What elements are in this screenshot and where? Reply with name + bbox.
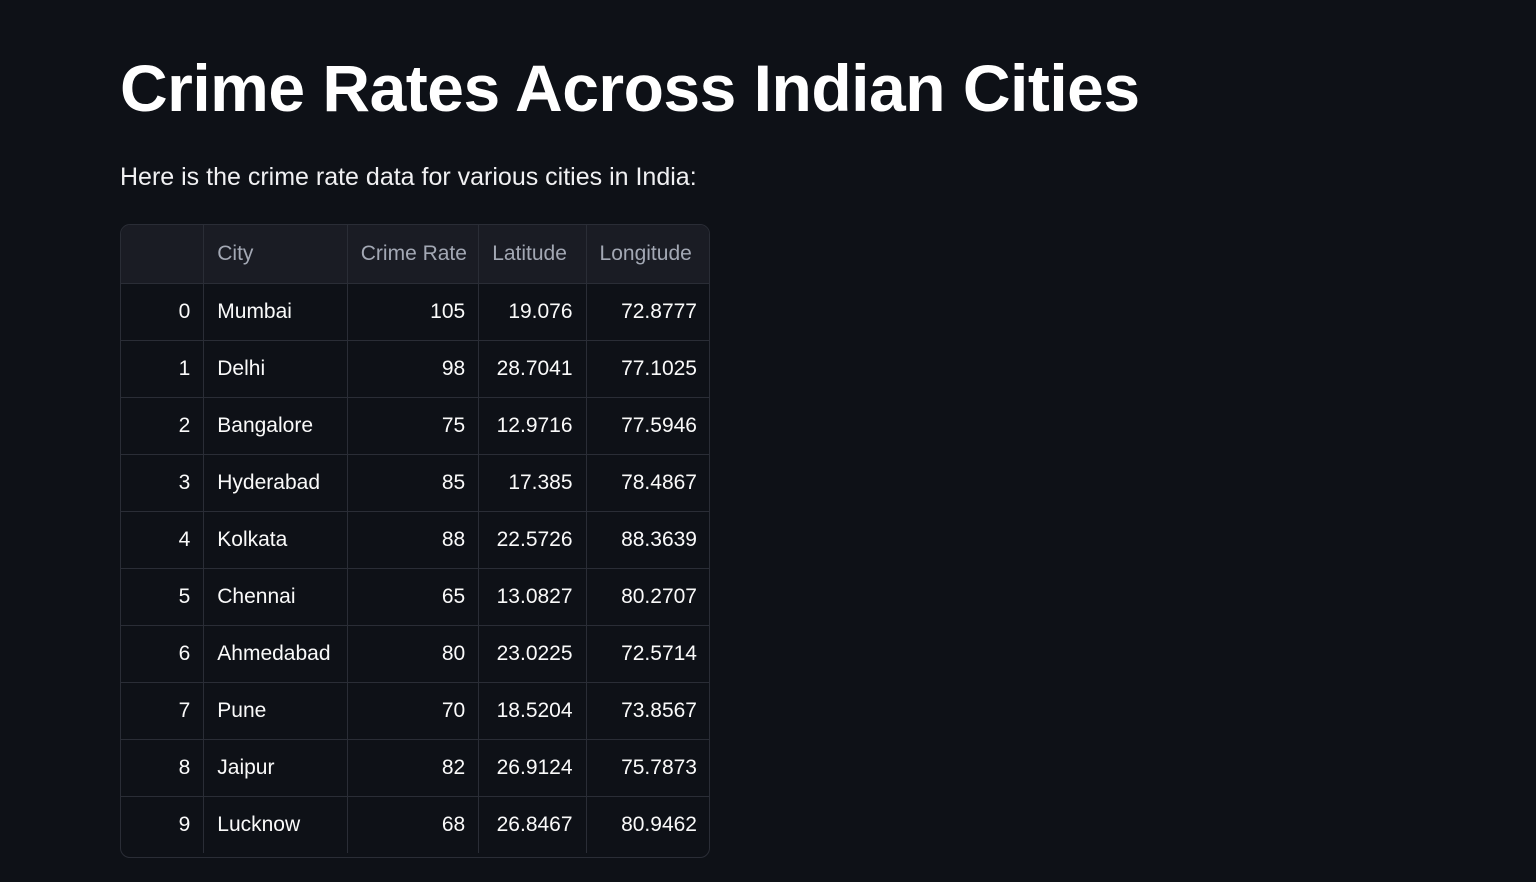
latitude-cell[interactable]: 17.385 xyxy=(478,454,587,512)
city-cell[interactable]: Pune xyxy=(203,682,348,740)
city-cell[interactable]: Jaipur xyxy=(203,739,348,797)
latitude-cell[interactable]: 18.5204 xyxy=(478,682,587,740)
crime-rate-cell[interactable]: 75 xyxy=(347,397,480,455)
header-row: City Crime Rate Latitude Longitude xyxy=(121,225,709,284)
table-row: 4 Kolkata 88 22.5726 88.3639 xyxy=(121,511,709,569)
latitude-cell[interactable]: 22.5726 xyxy=(478,511,587,569)
crime-rate-cell[interactable]: 65 xyxy=(347,568,480,626)
latitude-cell[interactable]: 12.9716 xyxy=(478,397,587,455)
latitude-cell[interactable]: 26.9124 xyxy=(478,739,587,797)
table-row: 9 Lucknow 68 26.8467 80.9462 xyxy=(121,796,709,853)
longitude-cell[interactable]: 75.7873 xyxy=(586,739,709,797)
city-cell[interactable]: Delhi xyxy=(203,340,348,398)
crime-rate-cell[interactable]: 80 xyxy=(347,625,480,683)
longitude-cell[interactable]: 77.1025 xyxy=(586,340,709,398)
table-row: 7 Pune 70 18.5204 73.8567 xyxy=(121,682,709,740)
city-cell[interactable]: Lucknow xyxy=(203,796,348,853)
latitude-cell[interactable]: 19.076 xyxy=(478,283,587,341)
city-cell[interactable]: Bangalore xyxy=(203,397,348,455)
crime-rate-cell[interactable]: 68 xyxy=(347,796,480,853)
table-row: 6 Ahmedabad 80 23.0225 72.5714 xyxy=(121,625,709,683)
crime-rate-cell[interactable]: 70 xyxy=(347,682,480,740)
table-row: 8 Jaipur 82 26.9124 75.7873 xyxy=(121,739,709,797)
column-header-city[interactable]: City xyxy=(203,225,348,284)
row-index[interactable]: 5 xyxy=(121,568,205,626)
crime-rate-cell[interactable]: 98 xyxy=(347,340,480,398)
longitude-cell[interactable]: 88.3639 xyxy=(586,511,709,569)
crime-rate-cell[interactable]: 85 xyxy=(347,454,480,512)
longitude-cell[interactable]: 80.2707 xyxy=(586,568,709,626)
city-cell[interactable]: Mumbai xyxy=(203,283,348,341)
column-header-index[interactable] xyxy=(121,225,205,284)
data-table: City Crime Rate Latitude Longitude 0 Mum… xyxy=(121,225,709,853)
table-row: 5 Chennai 65 13.0827 80.2707 xyxy=(121,568,709,626)
row-index[interactable]: 9 xyxy=(121,796,205,853)
row-index[interactable]: 3 xyxy=(121,454,205,512)
latitude-cell[interactable]: 28.7041 xyxy=(478,340,587,398)
table-row: 1 Delhi 98 28.7041 77.1025 xyxy=(121,340,709,398)
intro-text: Here is the crime rate data for various … xyxy=(120,163,697,191)
city-cell[interactable]: Hyderabad xyxy=(203,454,348,512)
row-index[interactable]: 1 xyxy=(121,340,205,398)
table-row: 0 Mumbai 105 19.076 72.8777 xyxy=(121,283,709,341)
crime-rate-cell[interactable]: 105 xyxy=(347,283,480,341)
table-row: 3 Hyderabad 85 17.385 78.4867 xyxy=(121,454,709,512)
city-cell[interactable]: Ahmedabad xyxy=(203,625,348,683)
dataframe-table[interactable]: City Crime Rate Latitude Longitude 0 Mum… xyxy=(120,224,710,858)
longitude-cell[interactable]: 77.5946 xyxy=(586,397,709,455)
latitude-cell[interactable]: 23.0225 xyxy=(478,625,587,683)
row-index[interactable]: 4 xyxy=(121,511,205,569)
row-index[interactable]: 8 xyxy=(121,739,205,797)
longitude-cell[interactable]: 80.9462 xyxy=(621,813,697,836)
city-cell[interactable]: Chennai xyxy=(203,568,348,626)
longitude-cell[interactable]: 78.4867 xyxy=(586,454,709,512)
row-index[interactable]: 2 xyxy=(121,397,205,455)
column-header-latitude[interactable]: Latitude xyxy=(478,225,587,284)
column-header-longitude[interactable]: Longitude xyxy=(586,225,709,284)
city-cell[interactable]: Kolkata xyxy=(203,511,348,569)
crime-rate-cell[interactable]: 88 xyxy=(347,511,480,569)
column-header-crime-rate[interactable]: Crime Rate xyxy=(347,225,480,284)
table-header: City Crime Rate Latitude Longitude xyxy=(121,225,709,284)
longitude-cell[interactable]: 72.5714 xyxy=(586,625,709,683)
row-index[interactable]: 7 xyxy=(121,682,205,740)
longitude-cell[interactable]: 72.8777 xyxy=(586,283,709,341)
latitude-cell[interactable]: 26.8467 xyxy=(478,796,587,853)
row-index[interactable]: 6 xyxy=(121,625,205,683)
crime-rate-cell[interactable]: 82 xyxy=(347,739,480,797)
row-index[interactable]: 0 xyxy=(121,283,205,341)
longitude-cell[interactable]: 73.8567 xyxy=(586,682,709,740)
page-title: Crime Rates Across Indian Cities xyxy=(120,51,1140,125)
latitude-cell[interactable]: 13.0827 xyxy=(478,568,587,626)
table-body: 0 Mumbai 105 19.076 72.8777 1 Delhi 98 2… xyxy=(121,283,709,853)
table-row: 2 Bangalore 75 12.9716 77.5946 xyxy=(121,397,709,455)
